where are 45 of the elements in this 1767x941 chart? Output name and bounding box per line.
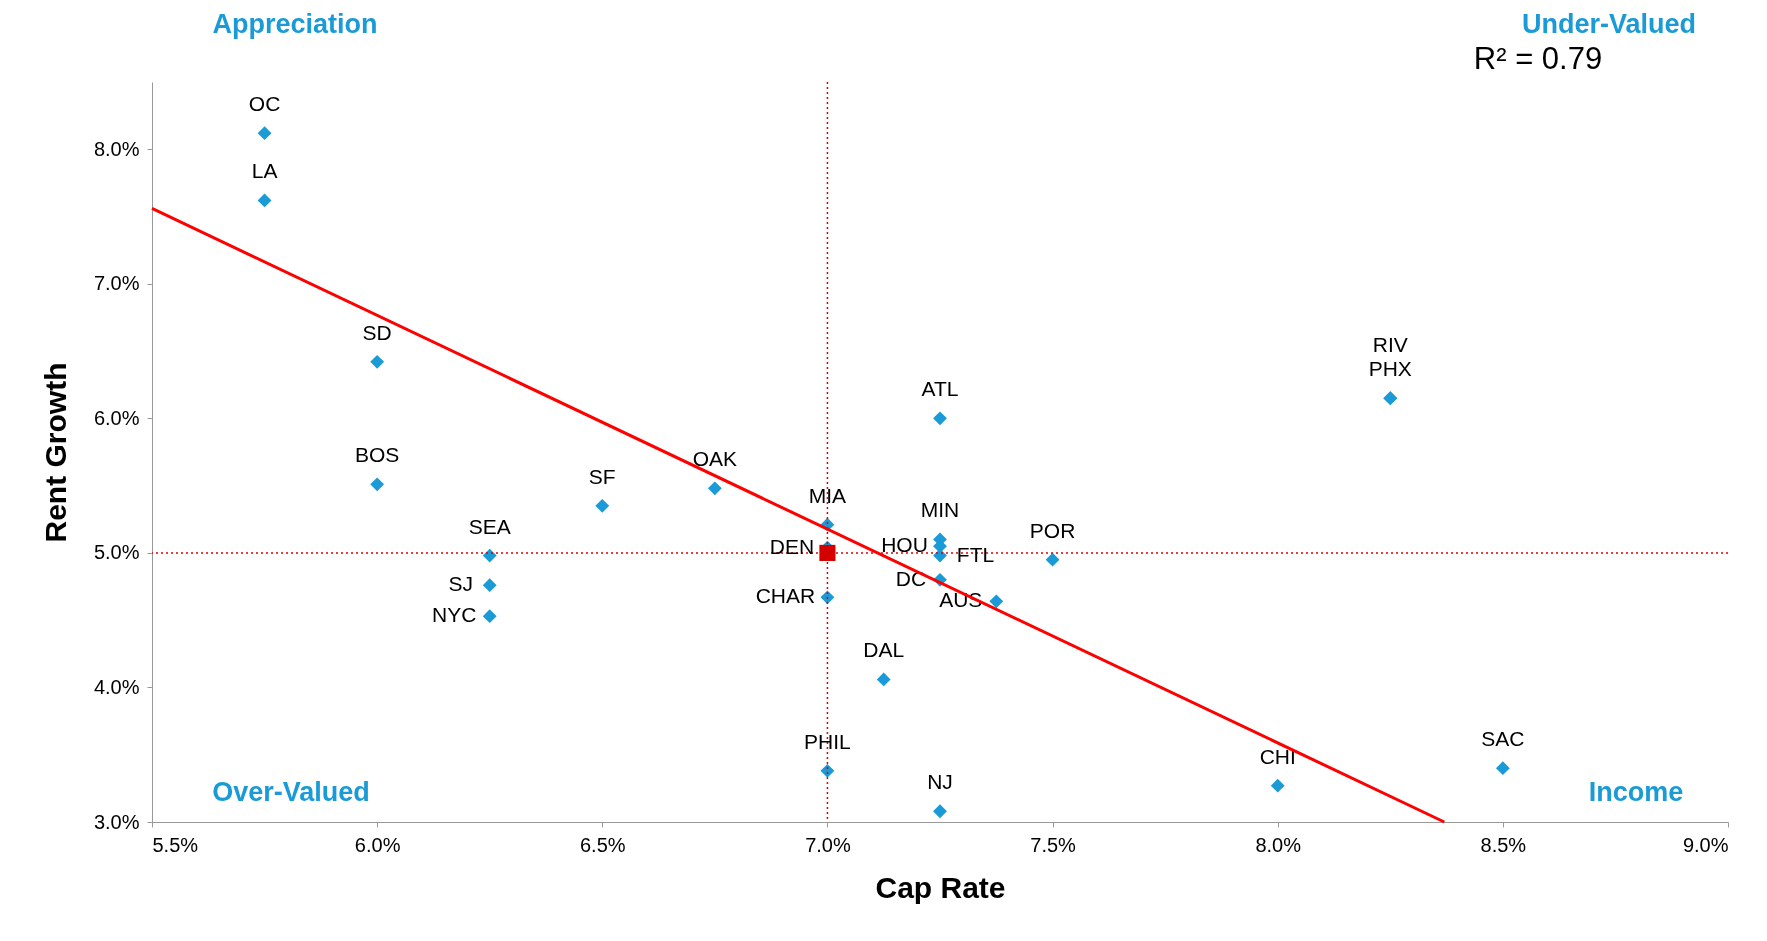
text: Under-Valued [1521, 9, 1697, 39]
x-tick-label: 8.5% [1480, 833, 1527, 856]
data-label: FTL [956, 542, 995, 566]
x-tick-label: 9.0% [1682, 833, 1729, 856]
data-label: OC [248, 92, 281, 116]
x-tick-label: 6.0% [354, 833, 401, 856]
y-tick-label: 8.0% [93, 137, 140, 160]
x-tick-label: 7.5% [1030, 833, 1077, 856]
data-label: OAK [692, 447, 738, 471]
text: R² = 0.79 [1473, 41, 1603, 76]
data-label: SAC [1481, 727, 1525, 751]
x-tick-label: 6.5% [579, 833, 626, 856]
data-label: SEA [468, 514, 511, 538]
data-label: CHAR [755, 584, 816, 608]
annotation: Income [1588, 777, 1684, 807]
data-label: HOU [881, 533, 928, 557]
x-axis-title: Cap Rate [875, 870, 1006, 904]
y-tick-label: 5.0% [93, 541, 140, 564]
text: Appreciation [212, 9, 378, 39]
data-label: CHI [1259, 744, 1296, 768]
data-label: MIA [808, 483, 847, 507]
data-label: LA [251, 159, 278, 183]
annotation: Over-Valued [212, 777, 370, 807]
y-tick-label: 7.0% [93, 272, 140, 295]
y-tick-label: 6.0% [93, 406, 140, 429]
data-label: BOS [354, 443, 400, 467]
data-label: NJ [927, 770, 953, 794]
data-label: PHIL [804, 729, 851, 753]
x-tick-label: 5.5% [152, 833, 199, 856]
data-label: NYC [432, 603, 477, 627]
data-label: DEN [769, 534, 815, 558]
x-tick-label: 8.0% [1255, 833, 1302, 856]
data-label: SJ [448, 572, 473, 596]
y-axis-title: Rent Growth [38, 362, 72, 543]
data-label: PHX [1368, 357, 1412, 381]
data-label: MIN [920, 498, 960, 522]
data-label: RIV [1372, 333, 1408, 357]
data-label: POR [1029, 518, 1076, 542]
x-tick-label: 7.0% [805, 833, 851, 856]
y-tick-label: 4.0% [93, 675, 140, 698]
data-label: ATL [921, 377, 959, 401]
y-tick-label: 3.0% [93, 810, 140, 833]
data-label: SF [588, 464, 616, 488]
data-label: SD [362, 320, 392, 344]
data-label: DAL [863, 638, 905, 662]
